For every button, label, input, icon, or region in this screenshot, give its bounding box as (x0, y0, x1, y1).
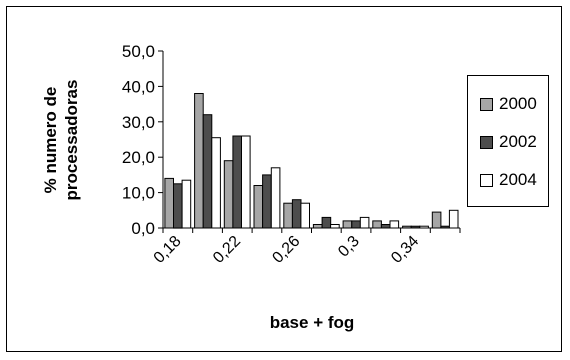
legend-label-2000: 2000 (499, 94, 537, 113)
legend-swatch-2002 (480, 135, 493, 149)
bar-2000-9 (431, 211, 442, 229)
legend-swatch-2004 (480, 173, 493, 187)
x-tick-label-0,34: 0,34 (388, 233, 422, 267)
legend-label-2002: 2002 (499, 132, 537, 151)
bar-2002-7 (380, 224, 391, 229)
y-tick-label-4: 40,0 (122, 77, 155, 96)
bar-2002-0 (173, 183, 183, 229)
bar-2000-2 (223, 160, 234, 229)
bar-2002-1 (202, 114, 213, 229)
y-tick-label-0: 0,0 (131, 219, 155, 238)
bar-2002-3 (262, 174, 272, 229)
legend-item-2002: 2002 (468, 132, 537, 152)
bar-2004-3 (270, 167, 281, 229)
bar-2002-2 (232, 135, 242, 229)
legend: 2000 2002 2004 (467, 75, 549, 207)
x-axis-title: base + fog (270, 313, 355, 332)
bar-2004-9 (448, 209, 459, 229)
x-tick-label-0,3: 0,3 (335, 233, 363, 261)
x-tick-label-0,18: 0,18 (151, 233, 185, 267)
bar-2002-6 (351, 220, 361, 229)
bar-2000-5 (312, 224, 323, 229)
y-tick-label-5: 50,0 (122, 42, 155, 61)
y-axis-title-line-1: processadoras (62, 80, 81, 201)
bar-2000-4 (283, 202, 293, 229)
bar-2000-0 (164, 177, 174, 229)
y-tick-label-2: 20,0 (122, 148, 155, 167)
x-tick-label-0,22: 0,22 (210, 233, 244, 267)
bar-2004-4 (300, 202, 310, 229)
legend-item-2004: 2004 (468, 170, 537, 190)
bar-2004-1 (211, 137, 221, 229)
bar-2004-2 (241, 135, 251, 229)
bar-2004-0 (181, 179, 192, 229)
bar-2000-6 (342, 220, 353, 229)
bar-2004-5 (330, 224, 340, 229)
x-tick-label-0,26: 0,26 (269, 233, 303, 267)
bar-2004-7 (389, 220, 400, 229)
bar-2002-4 (291, 199, 302, 229)
y-tick-label-1: 10,0 (122, 184, 155, 203)
bar-2002-5 (321, 216, 332, 229)
bar-2004-6 (359, 216, 370, 229)
y-tick-label-3: 30,0 (122, 113, 155, 132)
bar-2000-3 (253, 185, 264, 229)
legend-label-2004: 2004 (499, 170, 537, 189)
bar-2000-1 (194, 93, 204, 229)
chart-frame (6, 6, 562, 352)
legend-item-2000: 2000 (468, 94, 537, 114)
bar-2000-7 (372, 220, 382, 229)
legend-swatch-2000 (480, 97, 493, 111)
y-axis-title-line-0: % numero de (41, 87, 60, 194)
